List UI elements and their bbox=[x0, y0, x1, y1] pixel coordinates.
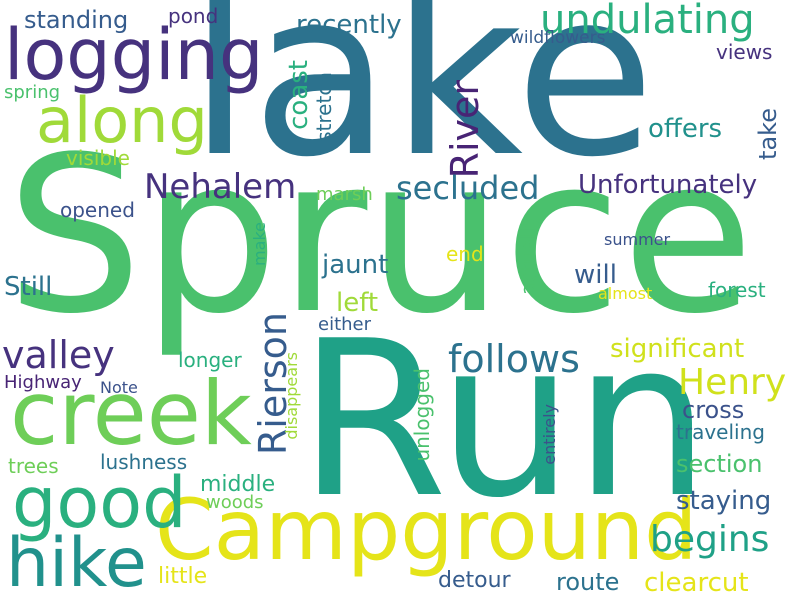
word-end: end bbox=[446, 242, 484, 266]
word-staying: staying bbox=[676, 486, 772, 516]
word-almost: almost bbox=[598, 284, 653, 303]
word-little: little bbox=[158, 564, 208, 589]
word-logging: logging bbox=[4, 14, 264, 96]
word-lake: lake bbox=[188, 0, 656, 207]
word-views: views bbox=[716, 40, 773, 64]
word-hike: hike bbox=[6, 524, 147, 600]
word-valley: valley bbox=[2, 333, 115, 377]
word-significant: significant bbox=[610, 334, 745, 364]
word-unlogged: unlogged bbox=[410, 368, 434, 462]
word-spruce: Spruce bbox=[6, 110, 755, 361]
word-marsh: marsh bbox=[316, 184, 373, 205]
word-unfortunately: Unfortunately bbox=[578, 170, 758, 200]
word-campground: Campground bbox=[155, 481, 698, 579]
word-longer: longer bbox=[178, 348, 242, 372]
word-clearcut: clearcut bbox=[644, 568, 749, 598]
word-detour: detour bbox=[438, 568, 511, 593]
word-coast: coast bbox=[284, 60, 314, 130]
word-middle: middle bbox=[200, 472, 276, 497]
word-traveling: traveling bbox=[676, 420, 765, 444]
word-take: take bbox=[754, 108, 782, 160]
word-secluded: secluded bbox=[396, 169, 540, 207]
word-good: good bbox=[12, 462, 187, 544]
word-entirely: entirely bbox=[540, 404, 559, 465]
word-recently: recently bbox=[296, 10, 402, 40]
word-left: left bbox=[336, 288, 379, 318]
word-run: Run bbox=[298, 294, 711, 545]
word-will: will bbox=[574, 260, 617, 290]
word-route: route bbox=[556, 568, 620, 596]
word-standing: standing bbox=[24, 6, 129, 34]
word-offers: offers bbox=[648, 114, 723, 144]
word-summer: summer bbox=[604, 230, 671, 249]
word-stretch: stretch bbox=[312, 72, 336, 142]
word-section: section bbox=[676, 450, 763, 478]
word-along: along bbox=[36, 84, 208, 157]
word-actually: actually bbox=[516, 216, 540, 295]
word-trees: trees bbox=[8, 454, 59, 478]
word-visible: visible bbox=[66, 146, 130, 170]
word-opened: opened bbox=[60, 198, 135, 222]
word-nehalem: Nehalem bbox=[144, 167, 297, 207]
word-henry: Henry bbox=[678, 362, 787, 403]
word-spring: spring bbox=[4, 82, 61, 103]
word-wildflowers: wildflowers bbox=[510, 28, 606, 48]
word-begins: begins bbox=[650, 519, 770, 560]
word-either: either bbox=[318, 314, 372, 335]
word-lushness: lushness bbox=[100, 450, 188, 474]
word-undulating: undulating bbox=[540, 0, 755, 43]
word-make: make bbox=[250, 222, 269, 266]
word-forest: forest bbox=[708, 278, 766, 302]
word-woods: woods bbox=[206, 492, 264, 513]
word-follows: follows bbox=[448, 337, 580, 381]
word-highway: Highway bbox=[4, 372, 82, 393]
word-river: River bbox=[443, 80, 487, 179]
word-note: Note bbox=[100, 378, 138, 397]
word-still: Still bbox=[4, 272, 53, 302]
word-creek: creek bbox=[10, 362, 252, 465]
word-disappears: disappears bbox=[282, 352, 301, 440]
word-pond: pond bbox=[168, 4, 219, 28]
word-cross: cross bbox=[682, 396, 745, 424]
word-jaunt: jaunt bbox=[322, 250, 389, 280]
